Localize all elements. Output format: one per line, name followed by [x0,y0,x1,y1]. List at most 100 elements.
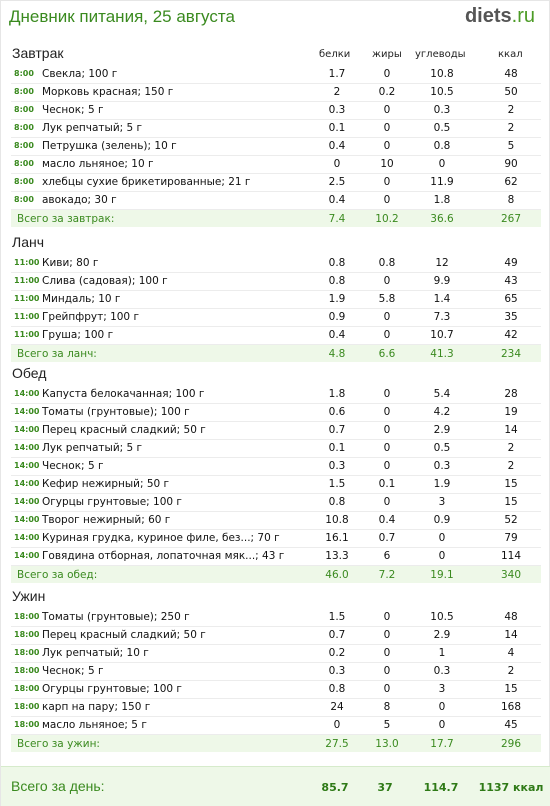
food-protein: 0.3 [328,665,346,677]
site-logo[interactable]: diets.ru [465,5,535,28]
food-name[interactable]: Перец красный сладкий; 50 г [42,424,206,436]
row-divider [11,644,541,645]
day-total-bar: Всего за день: 85.7 37 114.7 1137 ккал [1,766,550,806]
food-row[interactable]: 11:00 Грейпфрут; 100 г 0.9 0 7.3 35 [1,308,550,326]
food-name[interactable]: Куриная грудка, куриное филе, без...; 70… [42,532,280,544]
food-name[interactable]: масло льняное; 5 г [42,719,147,731]
food-kcal: 48 [504,611,518,623]
food-name[interactable]: Груша; 100 г [42,329,114,341]
food-time: 14:00 [14,551,40,560]
food-row[interactable]: 8:00 Морковь красная; 150 г 2 0.2 10.5 50 [1,83,550,101]
food-fat: 0 [383,122,391,134]
food-name[interactable]: Огурцы грунтовые; 100 г [42,683,182,695]
food-row[interactable]: 14:00 Говядина отборная, лопаточная мяк..… [1,547,550,565]
food-fat: 6 [383,550,391,562]
food-row[interactable]: 8:00 Свекла; 100 г 1.7 0 10.8 48 [1,65,550,83]
food-row[interactable]: 11:00 Груша; 100 г 0.4 0 10.7 42 [1,326,550,344]
food-name[interactable]: Чеснок; 5 г [42,104,104,116]
food-name[interactable]: Капуста белокачанная; 100 г [42,388,205,400]
food-row[interactable]: 11:00 Киви; 80 г 0.8 0.8 12 49 [1,254,550,272]
food-name[interactable]: масло льняное; 10 г [42,158,154,170]
section-total: Всего за завтрак: 7.4 10.2 36.6 267 [11,210,541,227]
food-name[interactable]: Кефир нежирный; 50 г [42,478,170,490]
food-time: 18:00 [14,630,40,639]
section-total-label: Всего за ужин: [17,738,100,750]
food-name[interactable]: хлебцы сухие брикетированные; 21 г [42,176,251,188]
food-name[interactable]: Творог нежирный; 60 г [42,514,171,526]
food-row[interactable]: 14:00 Куриная грудка, куриное филе, без..… [1,529,550,547]
food-fat: 0 [383,647,391,659]
food-kcal: 5 [507,140,515,152]
food-row[interactable]: 11:00 Слива (садовая); 100 г 0.8 0 9.9 43 [1,272,550,290]
food-row[interactable]: 18:00 Лук репчатый; 10 г 0.2 0 1 4 [1,644,550,662]
food-fat: 0 [383,176,391,188]
food-protein: 0.4 [328,194,346,206]
section-total: Всего за ужин: 27.5 13.0 17.7 296 [11,735,541,752]
food-name[interactable]: Огурцы грунтовые; 100 г [42,496,182,508]
food-name[interactable]: Лук репчатый; 5 г [42,122,143,134]
food-row[interactable]: 18:00 масло льняное; 5 г 0 5 0 45 [1,716,550,734]
food-row[interactable]: 14:00 Капуста белокачанная; 100 г 1.8 0 5.4 2… [1,385,550,403]
food-name[interactable]: карп на пару; 150 г [42,701,151,713]
food-row[interactable]: 14:00 Томаты (грунтовые); 100 г 0.6 0 4.2 19 [1,403,550,421]
food-name[interactable]: Грейпфрут; 100 г [42,311,139,323]
food-name[interactable]: Томаты (грунтовые); 250 г [42,611,190,623]
food-name[interactable]: Свекла; 100 г [42,68,118,80]
food-row[interactable]: 18:00 Огурцы грунтовые; 100 г 0.8 0 3 15 [1,680,550,698]
food-fat: 8 [383,701,391,713]
food-fat: 0 [383,611,391,623]
food-row[interactable]: 8:00 хлебцы сухие брикетированные; 21 г 2.… [1,173,550,191]
food-name[interactable]: Морковь красная; 150 г [42,86,174,98]
food-row[interactable]: 8:00 Лук репчатый; 5 г 0.1 0 0.5 2 [1,119,550,137]
food-name[interactable]: Миндаль; 10 г [42,293,121,305]
food-row[interactable]: 18:00 Томаты (грунтовые); 250 г 1.5 0 10.5 48 [1,608,550,626]
food-time: 18:00 [14,684,40,693]
food-name[interactable]: Лук репчатый; 10 г [42,647,149,659]
food-protein: 0.1 [328,442,346,454]
section-total-carbs: 17.7 [430,738,454,750]
food-protein: 0.8 [328,683,346,695]
food-protein: 1.8 [328,388,346,400]
row-divider [11,734,541,735]
food-row[interactable]: 18:00 Перец красный сладкий; 50 г 0.7 0 2.9 1… [1,626,550,644]
row-divider [11,101,541,102]
food-kcal: 8 [507,194,515,206]
food-fat: 0 [383,104,391,116]
food-row[interactable]: 14:00 Огурцы грунтовые; 100 г 0.8 0 3 15 [1,493,550,511]
section-total-fat: 13.0 [375,738,399,750]
food-name[interactable]: Чеснок; 5 г [42,460,104,472]
food-name[interactable]: Петрушка (зелень); 10 г [42,140,177,152]
food-row[interactable]: 8:00 масло льняное; 10 г 0 10 0 90 [1,155,550,173]
day-total-fat: 37 [377,781,393,794]
food-row[interactable]: 14:00 Чеснок; 5 г 0.3 0 0.3 2 [1,457,550,475]
food-kcal: 62 [504,176,518,188]
section-total-label: Всего за ланч: [17,348,97,360]
food-time: 8:00 [14,141,34,150]
food-row[interactable]: 8:00 Петрушка (зелень); 10 г 0.4 0 0.8 5 [1,137,550,155]
food-row[interactable]: 18:00 карп на пару; 150 г 24 8 0 168 [1,698,550,716]
food-time: 18:00 [14,666,40,675]
food-name[interactable]: Киви; 80 г [42,257,99,269]
food-fat: 0.4 [378,514,396,526]
food-row[interactable]: 14:00 Лук репчатый; 5 г 0.1 0 0.5 2 [1,439,550,457]
food-name[interactable]: Перец красный сладкий; 50 г [42,629,206,641]
food-row[interactable]: 14:00 Перец красный сладкий; 50 г 0.7 0 2.9 1… [1,421,550,439]
food-row[interactable]: 8:00 авокадо; 30 г 0.4 0 1.8 8 [1,191,550,209]
food-carbs: 9.9 [433,275,451,287]
food-carbs: 3 [438,683,446,695]
food-row[interactable]: 11:00 Миндаль; 10 г 1.9 5.8 1.4 65 [1,290,550,308]
food-name[interactable]: Томаты (грунтовые); 100 г [42,406,190,418]
food-fat: 0 [383,496,391,508]
food-row[interactable]: 14:00 Кефир нежирный; 50 г 1.5 0.1 1.9 15 [1,475,550,493]
food-row[interactable]: 18:00 Чеснок; 5 г 0.3 0 0.3 2 [1,662,550,680]
food-fat: 5.8 [378,293,396,305]
food-time: 8:00 [14,105,34,114]
food-name[interactable]: Лук репчатый; 5 г [42,442,143,454]
food-name[interactable]: Слива (садовая); 100 г [42,275,168,287]
food-row[interactable]: 8:00 Чеснок; 5 г 0.3 0 0.3 2 [1,101,550,119]
food-name[interactable]: авокадо; 30 г [42,194,117,206]
food-row[interactable]: 14:00 Творог нежирный; 60 г 10.8 0.4 0.9 52 [1,511,550,529]
food-name[interactable]: Говядина отборная, лопаточная мяк...; 43… [42,550,285,562]
food-name[interactable]: Чеснок; 5 г [42,665,104,677]
page-title: Дневник питания, 25 августа [9,7,235,26]
